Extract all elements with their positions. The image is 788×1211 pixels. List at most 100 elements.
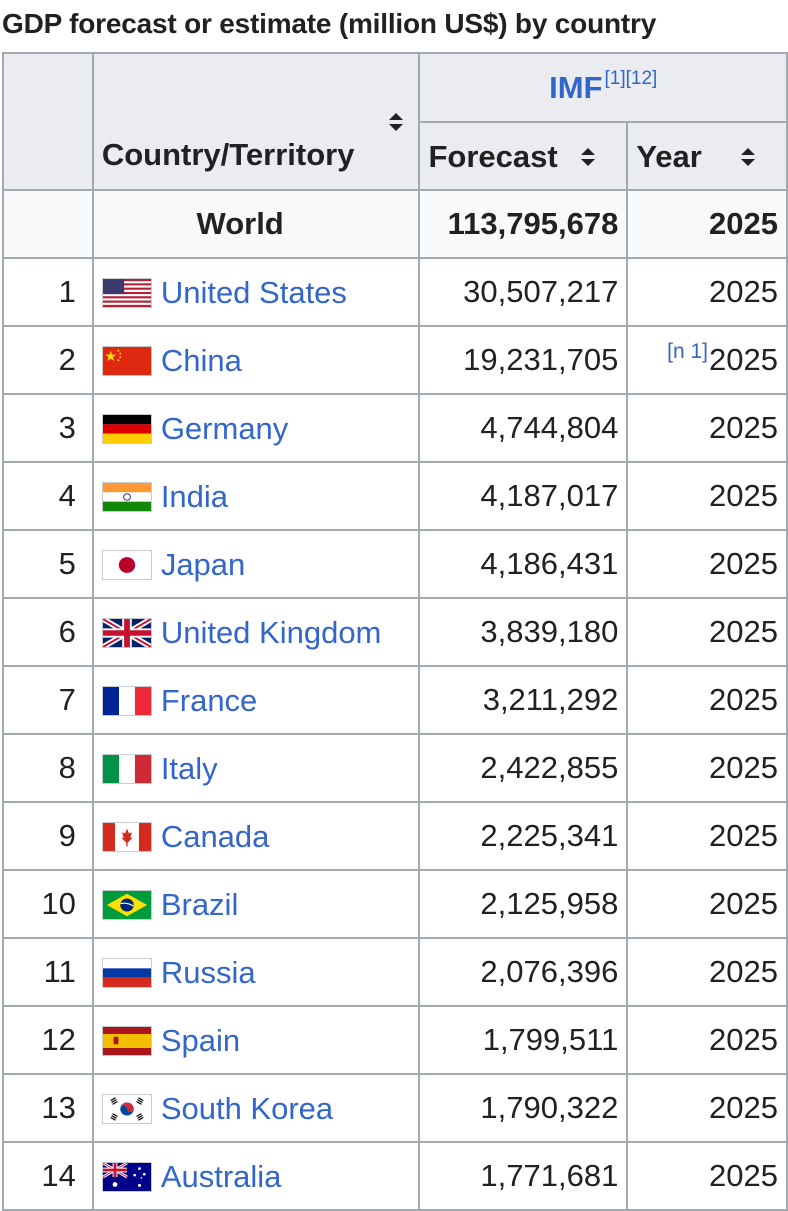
year-value: 2025 xyxy=(709,682,778,717)
forecast-cell: 2,422,855 xyxy=(418,733,629,803)
country-link[interactable]: Spain xyxy=(160,1022,241,1058)
year-value: 2025 xyxy=(709,886,778,921)
rank-cell: 9 xyxy=(2,801,94,871)
brazil-flag-icon[interactable] xyxy=(101,889,152,920)
year-value: 2025 xyxy=(709,818,778,853)
year-cell: 2025 xyxy=(626,461,788,531)
south-korea-flag-icon[interactable] xyxy=(101,1093,152,1124)
table-row: 11 Russia 2,076,396 2025 xyxy=(2,937,788,1007)
world-row: World 113,795,678 2025 xyxy=(2,189,788,259)
us-flag-icon[interactable] xyxy=(101,277,152,308)
country-link[interactable]: Japan xyxy=(160,546,246,582)
year-cell: 2025 xyxy=(626,1073,788,1143)
japan-flag-icon[interactable] xyxy=(101,549,152,580)
country-link[interactable]: Italy xyxy=(160,750,218,786)
sort-icon[interactable] xyxy=(388,112,404,132)
year-cell: 2025 xyxy=(626,869,788,939)
year-value: 2025 xyxy=(709,1158,778,1193)
rank-cell: 12 xyxy=(2,1005,94,1075)
rank-header xyxy=(2,52,94,191)
country-cell: Spain xyxy=(91,1005,421,1075)
country-link[interactable]: Canada xyxy=(160,818,270,854)
table-row: 8 Italy 2,422,855 2025 xyxy=(2,733,788,803)
year-value: 2025 xyxy=(709,954,778,989)
rank-cell: 2 xyxy=(2,325,94,395)
germany-flag-icon[interactable] xyxy=(101,413,152,444)
table-row: 7 France 3,211,292 2025 xyxy=(2,665,788,735)
country-link[interactable]: China xyxy=(160,342,242,378)
country-header[interactable]: Country/Territory xyxy=(91,52,421,191)
country-link[interactable]: India xyxy=(160,478,229,514)
russia-flag-icon[interactable] xyxy=(101,957,152,988)
country-link[interactable]: Australia xyxy=(160,1158,282,1194)
forecast-cell: 2,225,341 xyxy=(418,801,629,871)
world-rank-cell xyxy=(2,189,94,259)
year-cell: 2025 xyxy=(626,937,788,1007)
india-flag-icon[interactable] xyxy=(101,481,152,512)
country-link[interactable]: Germany xyxy=(160,410,289,446)
country-link[interactable]: Brazil xyxy=(160,886,239,922)
italy-flag-icon[interactable] xyxy=(101,753,152,784)
year-cell: 2025 xyxy=(626,257,788,327)
country-link[interactable]: South Korea xyxy=(160,1090,334,1126)
year-cell: 2025 xyxy=(626,529,788,599)
year-cell: 2025 xyxy=(626,733,788,803)
year-header[interactable]: Year xyxy=(626,121,788,191)
year-cell: 2025 xyxy=(626,1005,788,1075)
france-flag-icon[interactable] xyxy=(101,685,152,716)
table-row: 5 Japan 4,186,431 2025 xyxy=(2,529,788,599)
country-link[interactable]: United States xyxy=(160,274,347,310)
forecast-cell: 3,211,292 xyxy=(418,665,629,735)
rank-cell: 8 xyxy=(2,733,94,803)
rank-cell: 6 xyxy=(2,597,94,667)
australia-flag-icon[interactable] xyxy=(101,1161,152,1192)
imf-link[interactable]: IMF xyxy=(549,69,603,105)
world-year: 2025 xyxy=(626,189,788,259)
rank-cell: 11 xyxy=(2,937,94,1007)
forecast-cell: 3,839,180 xyxy=(418,597,629,667)
country-cell: Germany xyxy=(91,393,421,463)
year-cell: [n 1]2025 xyxy=(626,325,788,395)
rank-cell: 10 xyxy=(2,869,94,939)
sort-icon[interactable] xyxy=(580,147,596,167)
forecast-cell: 1,771,681 xyxy=(418,1141,629,1211)
forecast-cell: 1,790,322 xyxy=(418,1073,629,1143)
year-value: 2025 xyxy=(709,1090,778,1125)
note-reference-link[interactable]: [n 1] xyxy=(667,340,709,363)
forecast-header-label: Forecast xyxy=(428,138,558,174)
forecast-cell: 19,231,705 xyxy=(418,325,629,395)
country-cell: Australia xyxy=(91,1141,421,1211)
imf-header: IMF [1][12] xyxy=(418,52,788,123)
spain-flag-icon[interactable] xyxy=(101,1025,152,1056)
country-header-label: Country/Territory xyxy=(101,137,355,172)
country-cell: South Korea xyxy=(91,1073,421,1143)
country-cell: Japan xyxy=(91,529,421,599)
country-cell: Italy xyxy=(91,733,421,803)
rank-cell: 1 xyxy=(2,257,94,327)
forecast-cell: 2,125,958 xyxy=(418,869,629,939)
table-row: 4 India 4,187,017 2025 xyxy=(2,461,788,531)
table-row: 9 Canada 2,225,341 2025 xyxy=(2,801,788,871)
rank-cell: 14 xyxy=(2,1141,94,1211)
canada-flag-icon[interactable] xyxy=(101,821,152,852)
world-forecast: 113,795,678 xyxy=(418,189,629,259)
imf-reference-link[interactable]: [1][12] xyxy=(604,67,658,89)
year-value: 2025 xyxy=(709,546,778,581)
year-cell: 2025 xyxy=(626,393,788,463)
country-cell: France xyxy=(91,665,421,735)
table-row: 10 Brazil 2,125,958 2025 xyxy=(2,869,788,939)
forecast-cell: 4,186,431 xyxy=(418,529,629,599)
forecast-cell: 4,187,017 xyxy=(418,461,629,531)
country-link[interactable]: United Kingdom xyxy=(160,614,382,650)
country-link[interactable]: France xyxy=(160,682,258,718)
rank-cell: 5 xyxy=(2,529,94,599)
china-flag-icon[interactable] xyxy=(101,345,152,376)
sort-icon[interactable] xyxy=(740,147,756,167)
forecast-header[interactable]: Forecast xyxy=(418,121,629,191)
year-value: 2025 xyxy=(709,274,778,309)
rank-cell: 13 xyxy=(2,1073,94,1143)
country-link[interactable]: Russia xyxy=(160,954,256,990)
year-cell: 2025 xyxy=(626,1141,788,1211)
year-cell: 2025 xyxy=(626,801,788,871)
uk-flag-icon[interactable] xyxy=(101,617,152,648)
